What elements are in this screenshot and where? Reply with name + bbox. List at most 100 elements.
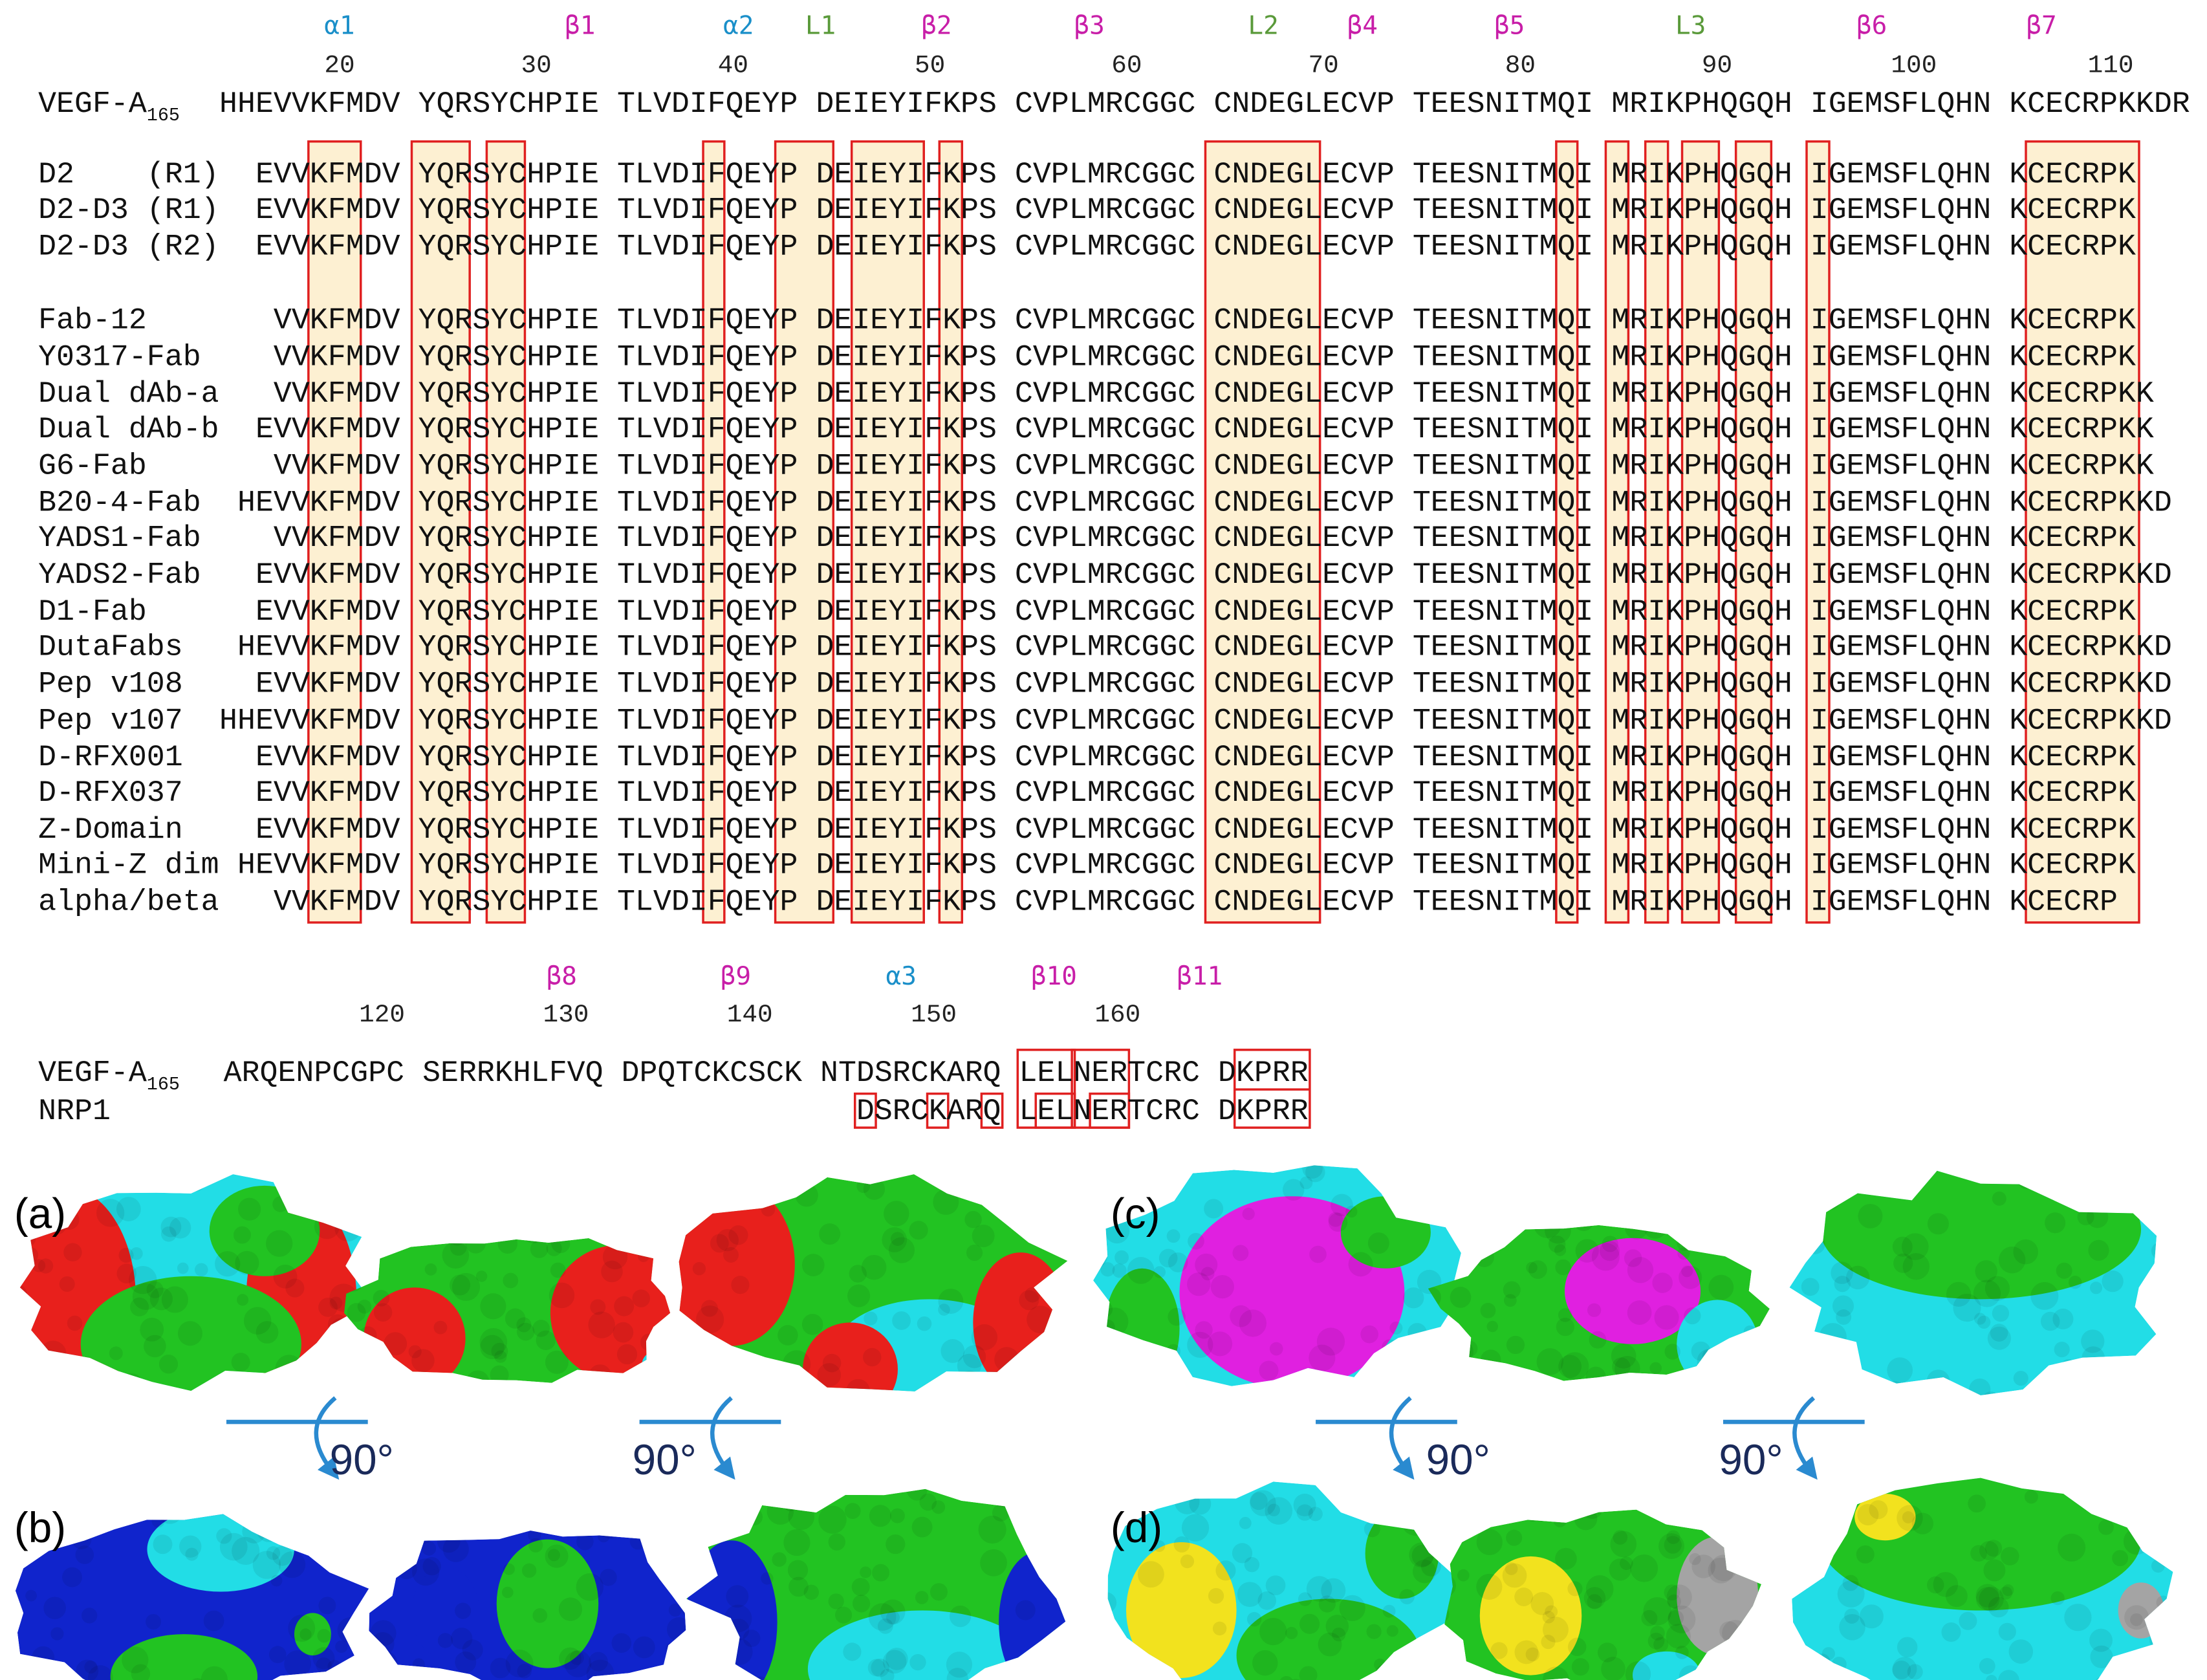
highlight-box xyxy=(1734,140,1773,924)
texture xyxy=(1188,1232,1204,1250)
texture xyxy=(169,1217,191,1239)
texture xyxy=(1044,1177,1068,1203)
texture xyxy=(1430,1677,1447,1680)
texture xyxy=(24,1384,45,1391)
texture xyxy=(177,1262,189,1274)
texture xyxy=(179,1535,202,1558)
texture xyxy=(1591,1243,1620,1271)
texture xyxy=(1739,1349,1762,1371)
texture xyxy=(1643,1225,1668,1239)
texture xyxy=(1100,1307,1129,1336)
texture xyxy=(1927,1213,1949,1235)
texture xyxy=(2161,1195,2182,1216)
texture xyxy=(1609,1558,1631,1581)
texture xyxy=(1624,1225,1648,1239)
structure-label: β9 xyxy=(721,961,751,991)
texture xyxy=(1575,1239,1599,1263)
texture xyxy=(1208,1587,1224,1604)
texture xyxy=(2151,1559,2165,1573)
surface-patch xyxy=(1125,1542,1237,1678)
texture xyxy=(1230,1305,1252,1327)
sequence: DSRCKARQ LELNERTCRC DKPRR xyxy=(856,1094,1309,1128)
highlight-box xyxy=(1555,140,1579,924)
texture xyxy=(618,1531,643,1536)
texture xyxy=(528,1538,543,1553)
surface-patch xyxy=(2072,1177,2118,1201)
texture xyxy=(1299,1176,1313,1190)
texture xyxy=(679,1207,684,1230)
texture xyxy=(1476,1529,1503,1556)
texture xyxy=(1732,1523,1750,1541)
texture xyxy=(1571,1658,1589,1676)
texture xyxy=(1476,1573,1503,1600)
texture xyxy=(397,1533,413,1549)
texture xyxy=(1708,1557,1734,1584)
texture xyxy=(216,1528,232,1544)
texture xyxy=(284,1650,311,1677)
residue-number: 100 xyxy=(1891,51,1937,80)
texture xyxy=(1114,1250,1129,1265)
texture xyxy=(1321,1578,1346,1603)
texture xyxy=(185,1547,199,1561)
texture xyxy=(1450,1340,1473,1364)
texture xyxy=(505,1308,526,1329)
texture xyxy=(2102,1270,2124,1293)
texture xyxy=(233,1226,251,1244)
texture xyxy=(393,1555,407,1569)
texture xyxy=(1399,1589,1415,1604)
texture xyxy=(788,1576,809,1597)
texture xyxy=(1887,1357,1913,1384)
texture xyxy=(1666,1530,1680,1544)
texture xyxy=(1630,1554,1658,1582)
texture xyxy=(614,1296,635,1316)
texture xyxy=(856,1179,871,1194)
texture xyxy=(1474,1247,1494,1267)
texture xyxy=(1282,1179,1305,1201)
texture xyxy=(1306,1576,1332,1602)
surface-patch xyxy=(411,1567,480,1659)
structure-label: β8 xyxy=(547,961,577,991)
texture xyxy=(872,1564,890,1582)
texture xyxy=(299,1628,312,1641)
sequence: HEVVKFMDV YQRSYCHPIE TLVDIFQEYP DEIEYIFK… xyxy=(237,847,2136,882)
texture xyxy=(373,1289,390,1307)
texture xyxy=(862,1347,882,1367)
texture xyxy=(1505,1562,1518,1575)
texture xyxy=(517,1664,532,1679)
texture xyxy=(616,1344,638,1365)
texture xyxy=(697,1339,725,1366)
texture xyxy=(71,1529,92,1549)
panel-label: (b) xyxy=(14,1504,66,1551)
texture xyxy=(1401,1508,1430,1536)
texture xyxy=(161,1286,188,1313)
texture xyxy=(1681,1265,1693,1278)
texture xyxy=(1614,1355,1640,1381)
texture xyxy=(1239,1516,1252,1529)
texture xyxy=(777,1325,798,1346)
texture xyxy=(1015,1600,1036,1620)
texture xyxy=(1998,1622,2016,1641)
texture xyxy=(1897,1637,1918,1657)
texture xyxy=(393,1547,409,1565)
texture xyxy=(1664,1584,1680,1601)
texture xyxy=(1406,1499,1419,1512)
texture xyxy=(1389,1321,1403,1335)
texture xyxy=(109,1174,137,1194)
texture xyxy=(1212,1621,1227,1636)
texture xyxy=(153,1534,173,1555)
texture xyxy=(131,1664,151,1680)
texture xyxy=(158,1355,179,1374)
texture xyxy=(354,1514,369,1520)
texture xyxy=(784,1499,797,1512)
texture xyxy=(422,1541,437,1556)
texture xyxy=(1677,1247,1690,1260)
texture xyxy=(75,1545,94,1564)
sequence-name: VEGF-A165 xyxy=(38,1056,180,1095)
texture xyxy=(1892,1236,1913,1257)
texture xyxy=(270,1575,283,1587)
texture xyxy=(1573,1225,1594,1232)
texture xyxy=(1299,1613,1320,1634)
texture xyxy=(1331,1194,1353,1217)
texture xyxy=(129,1265,157,1294)
